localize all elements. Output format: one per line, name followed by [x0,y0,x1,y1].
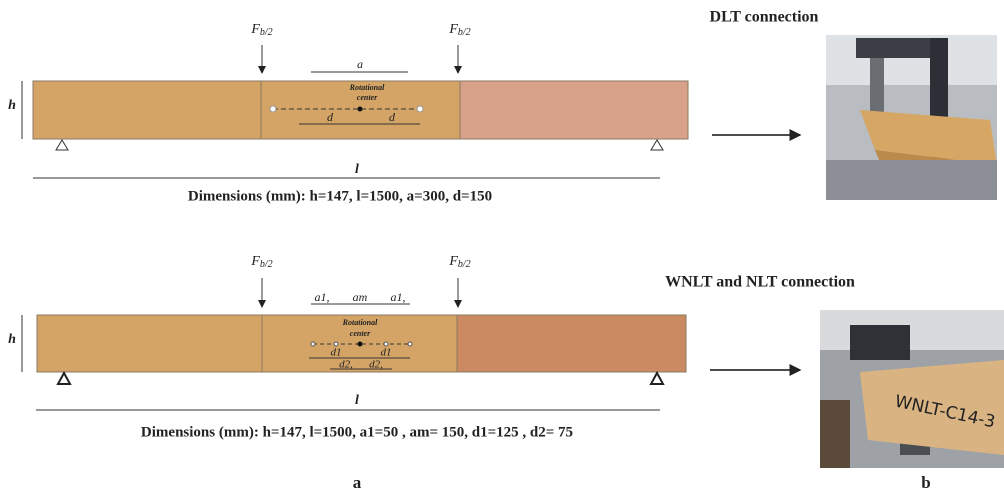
force-sub: b/2 [458,259,471,270]
fastener [334,342,338,346]
caption: Dimensions (mm): h=147, l=1500, a=300, d… [188,188,492,204]
beam-left [33,81,261,139]
fastener [408,342,412,346]
dim-label: a [357,57,363,71]
photo-top [826,35,997,200]
support [58,373,70,384]
bottom-diagram: Fb/2 Fb/2 a1, am a1, Rotational center d… [8,254,686,440]
dim-label: d2, [339,359,353,371]
center-label: Rotational [349,83,385,92]
dim-label: d1 [331,347,342,359]
dim-label: d [389,110,396,124]
force-sub: b/2 [458,27,471,38]
fastener [270,106,276,112]
photo-bottom: WNLT-C14-3 [820,310,1004,468]
caption: Dimensions (mm): h=147, l=1500, a1=50 , … [141,424,573,440]
top-diagram: Fb/2 Fb/2 a Rotational center d d h l Di… [8,22,688,204]
figure: Fb/2 Fb/2 a Rotational center d d h l Di… [0,0,1004,492]
panel-label: b [921,473,930,492]
force-main: F [448,254,458,269]
force-main: F [250,22,260,37]
photo-title: DLT connection [710,9,819,26]
photo-title: WNLT and NLT connection [665,274,855,291]
force-label: Fb/2 [448,22,470,38]
center-label: Rotational [342,318,378,327]
machine [850,325,910,360]
support [56,140,68,150]
support [651,373,663,384]
photo-floor [826,160,997,200]
dim-label: a1, [315,290,330,304]
force-label: Fb/2 [250,254,272,270]
dim-label: d2, [369,359,383,371]
support [651,140,663,150]
dim-label: a1, [391,290,406,304]
force-sub: b/2 [260,259,273,270]
beam-left [37,315,262,372]
panel-label: a [353,473,362,492]
beam-right [457,315,686,372]
center-label: center [357,93,378,102]
force-sub: b/2 [260,27,273,38]
length-label: l [355,393,359,408]
force-label: Fb/2 [448,254,470,270]
center-dot [358,107,363,112]
height-label: h [8,98,16,113]
dim-label: d1 [381,347,392,359]
dim-label: am [353,290,368,304]
fastener [311,342,315,346]
beam-right [460,81,688,139]
force-main: F [250,254,260,269]
dim-label: d [327,110,334,124]
fastener [417,106,423,112]
fastener [384,342,388,346]
photo-wall [820,310,1004,350]
machine [856,38,936,58]
height-label: h [8,332,16,347]
center-dot [358,342,363,347]
force-main: F [448,22,458,37]
clamp [820,400,850,468]
machine-ram [870,58,884,118]
center-label: center [350,329,371,338]
force-label: Fb/2 [250,22,272,38]
length-label: l [355,162,359,177]
